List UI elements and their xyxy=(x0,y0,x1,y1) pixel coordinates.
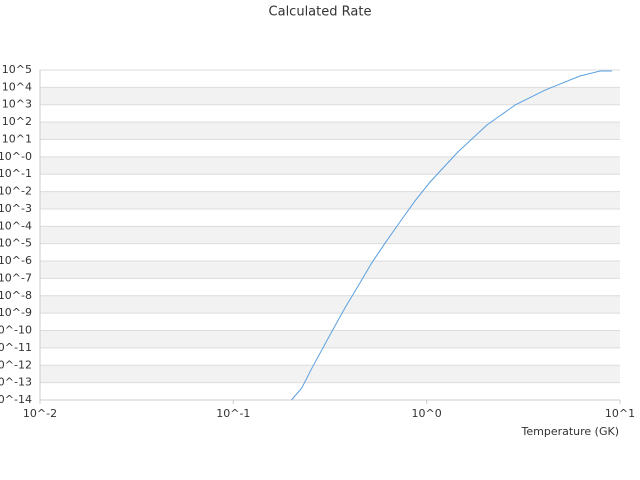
x-tick-label: 10^-1 xyxy=(216,407,250,420)
y-tick-label: 10^1 xyxy=(2,132,32,145)
data-line xyxy=(291,70,613,401)
y-tick-label: 10^-1 xyxy=(0,167,32,180)
x-tick-label: 10^1 xyxy=(605,407,635,420)
y-tick-label: 10^-3 xyxy=(0,202,32,215)
y-tick-label: 10^2 xyxy=(2,115,32,128)
y-tick-label: 10^-2 xyxy=(0,185,32,198)
y-tick-label: 10^-9 xyxy=(0,306,32,319)
y-tick-label: 10^-11 xyxy=(0,341,32,354)
y-tick-label: 10^-10 xyxy=(0,324,32,337)
y-tick-label: 10^-0 xyxy=(0,150,32,163)
x-tick-label: 10^-2 xyxy=(23,407,57,420)
plot-background xyxy=(40,87,620,383)
grid-band xyxy=(40,295,620,314)
grid-band xyxy=(40,330,620,348)
y-tick-label: 10^-8 xyxy=(0,289,32,302)
grid-band xyxy=(40,191,620,209)
y-tick-label: 10^-4 xyxy=(0,219,32,232)
y-tick-label: 10^3 xyxy=(2,98,32,111)
y-tick-label: 10^4 xyxy=(2,80,32,93)
y-tick-label: 10^-12 xyxy=(0,358,32,371)
chart-title: Calculated Rate xyxy=(269,5,372,20)
x-axis-label: Temperature (GK) xyxy=(521,425,620,438)
y-tick-label: 10^-5 xyxy=(0,237,32,250)
y-tick-label: 10^-14 xyxy=(0,393,32,406)
y-tick-label: 10^-13 xyxy=(0,376,32,389)
grid-band xyxy=(40,261,620,279)
y-tick-label: 10^-6 xyxy=(0,254,32,267)
grid-band xyxy=(40,365,620,383)
grid-band xyxy=(40,87,620,105)
y-tick-label: 10^5 xyxy=(2,63,32,76)
grid-band xyxy=(40,226,620,244)
grid-band xyxy=(40,156,620,175)
y-tick-label: 10^-7 xyxy=(0,271,32,284)
grid-band xyxy=(40,122,620,140)
x-tick-label: 10^0 xyxy=(412,407,442,420)
